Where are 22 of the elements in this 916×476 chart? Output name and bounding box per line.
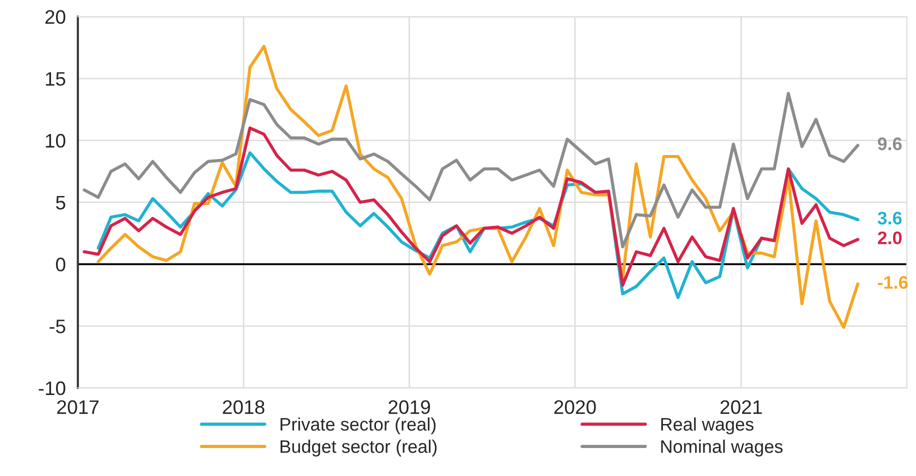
y-tick-label: -10 [38, 381, 66, 396]
x-tick-label: 2019 [388, 400, 430, 414]
legend-label: Real wages [661, 417, 754, 434]
legend-label: Nominal wages [661, 440, 783, 457]
x-tick-label: 2017 [57, 400, 99, 414]
y-tick-label: 15 [46, 72, 66, 86]
y-tick-label: 20 [45, 10, 66, 24]
legend-label: Budget sector (real) [280, 440, 437, 457]
y-tick-label: 5 [56, 196, 66, 210]
annotation: 2.0 [878, 231, 902, 244]
y-tick-label: 10 [46, 134, 66, 148]
line-series [82, 126, 860, 287]
y-tick-label: 0 [56, 258, 66, 272]
x-tick-label: 2020 [554, 400, 596, 414]
annotation: -1.6 [878, 276, 908, 289]
annotation: 9.6 [878, 137, 902, 150]
legend-label: Private sector (real) [280, 417, 436, 434]
annotation: 3.6 [878, 212, 902, 224]
y-tick-label: -5 [50, 320, 66, 334]
x-tick-label: 2018 [222, 400, 264, 414]
x-tick-label: 2021 [720, 400, 762, 414]
line-series [82, 92, 860, 248]
